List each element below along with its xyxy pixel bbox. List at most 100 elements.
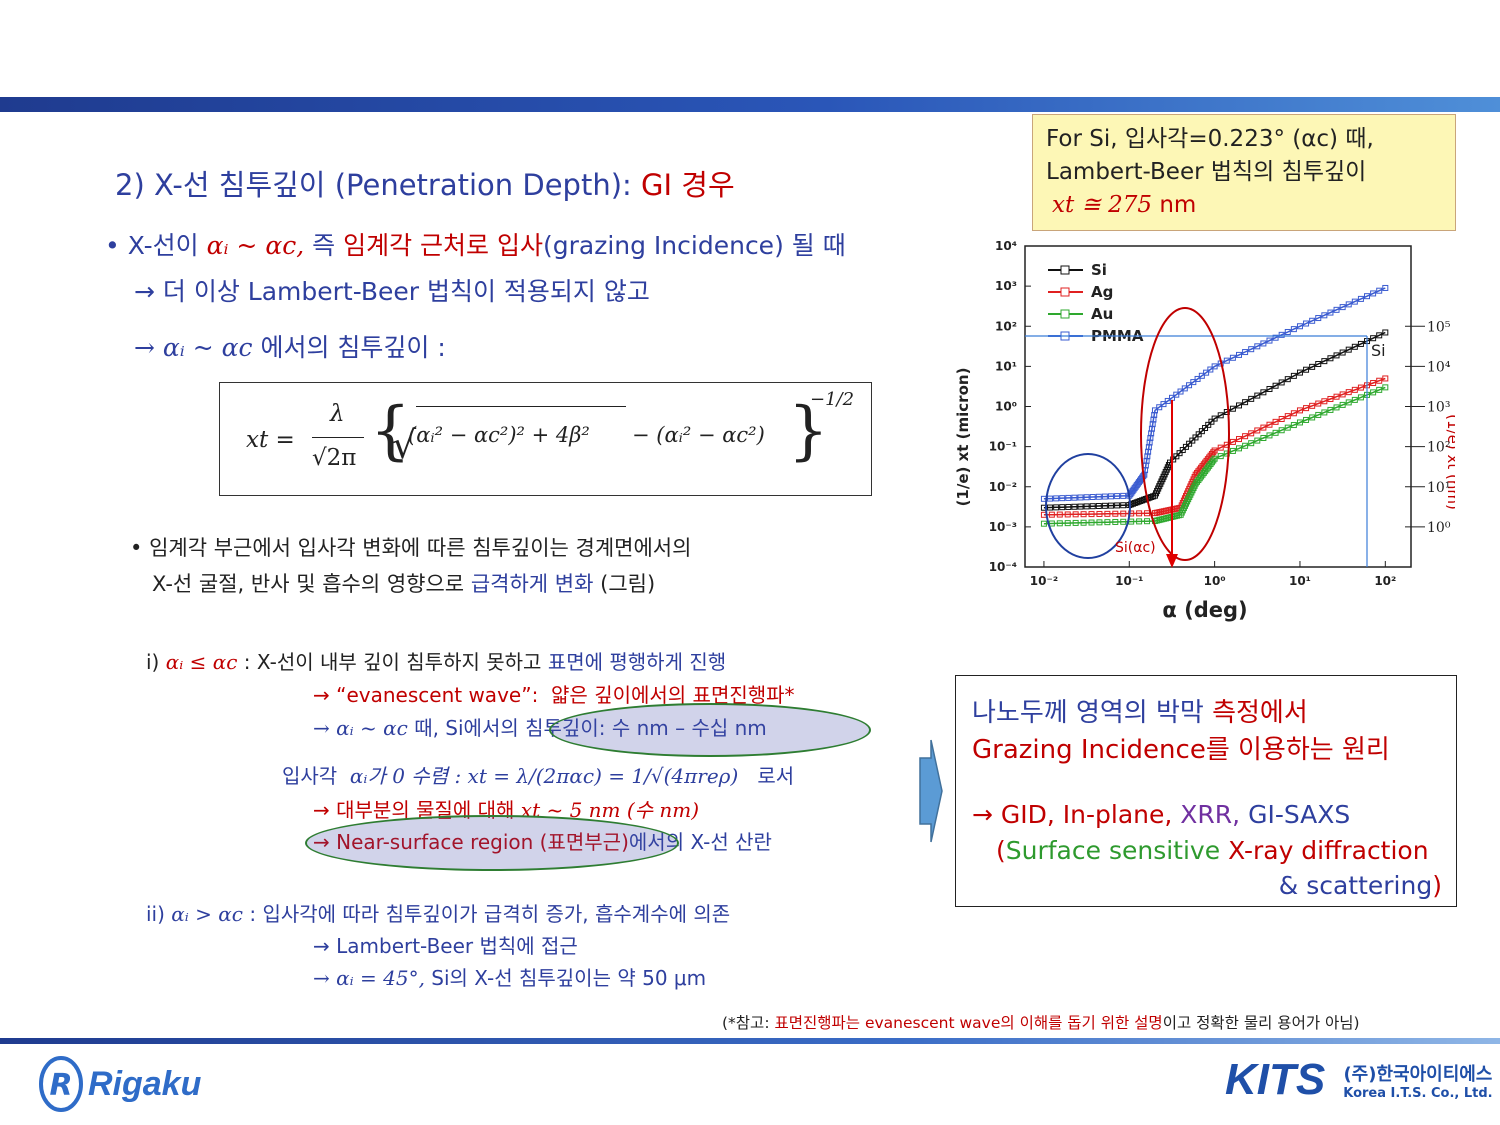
y-right-tick-label: 10⁵: [1427, 319, 1451, 335]
series-marker-pmma: [1186, 382, 1193, 389]
x-tick-label: 10⁻²: [1030, 574, 1058, 588]
series-marker-pmma: [1194, 375, 1201, 382]
y-right-tick-label: 10⁴: [1427, 359, 1451, 375]
series-marker-au: [1088, 519, 1095, 526]
series-marker-si: [1217, 412, 1224, 419]
series-marker-si: [1272, 382, 1279, 389]
series-marker-au: [1072, 519, 1079, 526]
series-marker-au: [1144, 518, 1151, 525]
series-marker-si: [1208, 418, 1215, 425]
series-marker-au: [1327, 406, 1334, 413]
series-marker-au: [1096, 519, 1103, 526]
series-marker-pmma: [1266, 337, 1273, 344]
series-marker-si: [1198, 428, 1205, 435]
series-marker-si: [1195, 431, 1202, 438]
y-right-tick-label: 10²: [1427, 440, 1450, 456]
kits-logo: KITS (주)한국아이티에스 Korea I.T.S. Co., Ltd.: [1225, 1055, 1493, 1104]
legend-marker-ag: [1060, 287, 1070, 297]
series-marker-pmma: [1333, 306, 1340, 313]
series-marker-pmma: [1290, 326, 1297, 333]
series-marker-ag: [1120, 510, 1127, 517]
case-i-line: i) αᵢ ≤ αc : X-선이 내부 깊이 침투하지 못하고 표면에 평행하…: [146, 650, 727, 674]
series-marker-pmma: [1211, 363, 1218, 370]
series-marker-si: [1059, 504, 1066, 511]
x-tick-label: 10⁻¹: [1115, 574, 1143, 588]
series-marker-si: [1351, 343, 1358, 350]
series-marker-pmma: [1370, 290, 1377, 297]
series-marker-au: [1064, 520, 1071, 527]
si-annotation-label: Si: [1371, 341, 1386, 360]
series-marker-si: [1089, 503, 1096, 510]
si-lambert-beer-callout: For Si, 입사각=0.223° (αc) 때, Lambert-Beer …: [1032, 114, 1456, 231]
series-marker-ag: [1080, 511, 1087, 518]
series-marker-si: [1192, 434, 1199, 441]
series-marker-ag: [1272, 418, 1279, 425]
series-marker-si: [1083, 503, 1090, 510]
series-marker-pmma: [1382, 284, 1389, 291]
series-marker-ag: [1136, 510, 1143, 517]
case-ii-line: ii) αᵢ > αc : 입사각에 따라 침투깊이가 급격히 증가, 흡수계수…: [146, 902, 731, 926]
series-marker-pmma: [1198, 372, 1205, 379]
series-marker-si: [1303, 366, 1310, 373]
series-marker-ag: [1357, 384, 1364, 391]
series-marker-si: [1242, 399, 1249, 406]
series-marker-au: [1048, 520, 1055, 527]
series-marker-au: [1315, 411, 1322, 418]
series-marker-pmma: [1190, 379, 1197, 386]
series-marker-au: [1290, 422, 1297, 429]
series-marker-ag: [1327, 395, 1334, 402]
series-marker-ag: [1104, 510, 1111, 517]
series-marker-si: [1357, 340, 1364, 347]
critical-angle-arrow-head: [1166, 554, 1178, 568]
series-marker-pmma: [1089, 494, 1096, 501]
series-marker-ag: [1351, 386, 1358, 393]
series-marker-ag: [1290, 410, 1297, 417]
series-marker-pmma: [1083, 494, 1090, 501]
series-marker-pmma: [1160, 401, 1167, 408]
zero-angle-limit-line: 입사각 αᵢ가 0 수렴 : xt = λ/(2παc) = 1/√(4πreρ…: [282, 764, 795, 788]
evanescent-wave-line: → “evanescent wave”: 얇은 깊이에서의 표면진행파*: [313, 683, 795, 707]
series-marker-au: [1056, 520, 1063, 527]
series-marker-si: [1376, 332, 1383, 339]
series-marker-si: [1309, 363, 1316, 370]
series-marker-au: [1296, 419, 1303, 426]
series-marker-pmma: [1339, 304, 1346, 311]
y-right-tick-label: 10³: [1427, 400, 1450, 416]
series-marker-si: [1248, 395, 1255, 402]
series-marker-si: [1173, 453, 1180, 460]
series-marker-pmma: [1242, 349, 1249, 356]
series-marker-si: [1176, 450, 1183, 457]
series-marker-si: [1296, 369, 1303, 376]
series-marker-ag: [1345, 389, 1352, 396]
legend-label-ag: Ag: [1091, 283, 1113, 301]
series-marker-si: [1211, 415, 1218, 422]
series-marker-pmma: [1278, 331, 1285, 338]
series-marker-pmma: [1321, 312, 1328, 319]
si-45deg-line: → αᵢ = 45°, Si의 X-선 침투깊이는 약 50 μm: [313, 966, 707, 990]
series-marker-si: [1278, 379, 1285, 386]
series-marker-si: [1229, 405, 1236, 412]
series-marker-pmma: [1065, 494, 1072, 501]
series-marker-ag: [1284, 413, 1291, 420]
series-line-si: [1043, 331, 1386, 509]
series-marker-si: [1315, 360, 1322, 367]
series-marker-pmma: [1248, 346, 1255, 353]
series-marker-au: [1376, 386, 1383, 393]
series-marker-si: [1254, 392, 1261, 399]
series-marker-au: [1229, 447, 1236, 454]
series-marker-pmma: [1059, 495, 1066, 502]
x-axis-label: α (deg): [1162, 598, 1247, 622]
series-marker-si: [1266, 386, 1273, 393]
series-marker-au: [1236, 445, 1243, 452]
y-tick-label: 10²: [995, 319, 1017, 333]
y-tick-label: 10⁻⁴: [989, 560, 1017, 574]
penetration-depth-label: → αᵢ ~ αc 에서의 침투깊이 :: [134, 333, 446, 362]
series-marker-au: [1321, 409, 1328, 416]
series-marker-si: [1095, 503, 1102, 510]
series-marker-pmma: [1207, 366, 1214, 373]
legend-marker-au: [1060, 309, 1070, 319]
series-marker-pmma: [1095, 493, 1102, 500]
y-tick-label: 10⁻¹: [989, 440, 1017, 454]
series-marker-si: [1236, 402, 1243, 409]
series-marker-au: [1080, 519, 1087, 526]
